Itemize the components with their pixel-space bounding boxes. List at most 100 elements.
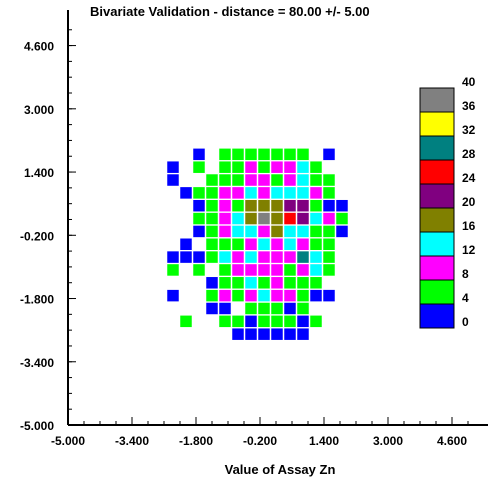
heatmap-cell (180, 315, 192, 328)
heatmap-cell (323, 238, 335, 251)
heatmap-cell (180, 238, 192, 251)
heatmap-cell (271, 199, 283, 212)
x-tick-label: 1.400 (309, 434, 339, 448)
heatmap-cell (258, 302, 270, 315)
x-axis-label: Value of Assay Zn (224, 462, 336, 477)
heatmap-cell (193, 251, 205, 263)
heatmap-cell (323, 187, 335, 199)
heatmap-cell (297, 289, 309, 302)
heatmap-cell (245, 315, 257, 328)
heatmap-cell (284, 289, 296, 302)
heatmap-cell (206, 174, 218, 186)
heatmap-cell (271, 289, 283, 302)
heatmap-cell (167, 174, 179, 186)
heatmap-cell (336, 212, 348, 225)
heatmap-cell (232, 251, 244, 263)
heatmap-cell (232, 212, 244, 225)
heatmap-cell (258, 238, 270, 251)
legend-label: 32 (462, 123, 476, 137)
heatmap-cell (219, 212, 231, 225)
heatmap-cell (258, 212, 270, 225)
x-tick-label: -1.800 (179, 434, 213, 448)
x-tick-label: 4.600 (437, 434, 467, 448)
heatmap-cell (284, 199, 296, 212)
legend-label: 8 (462, 267, 469, 281)
heatmap-cell (232, 174, 244, 186)
heatmap-cell (245, 277, 257, 289)
legend-label: 16 (462, 219, 476, 233)
heatmap-cell (310, 187, 322, 199)
heatmap-cell (206, 199, 218, 212)
heatmap-cell (245, 212, 257, 225)
heatmap-cell (206, 302, 218, 315)
heatmap-cell (310, 238, 322, 251)
heatmap-cell (297, 161, 309, 173)
legend-swatch (419, 87, 455, 113)
heatmap-cell (206, 187, 218, 199)
heatmap-cell (284, 277, 296, 289)
heatmap-cell (232, 187, 244, 199)
heatmap-cell (167, 161, 179, 173)
heatmap-cell (271, 187, 283, 199)
heatmap-cell (232, 225, 244, 238)
heatmap-cell (245, 289, 257, 302)
heatmap-cell (167, 289, 179, 302)
heatmap-cell (271, 302, 283, 315)
legend-swatch (419, 183, 455, 209)
heatmap-cell (297, 264, 309, 276)
legend-swatch (419, 135, 455, 161)
heatmap-cell (297, 199, 309, 212)
heatmap-cell (193, 264, 205, 276)
heatmap-cell (219, 148, 231, 161)
legend-swatch (419, 303, 455, 329)
y-tick-label: -5.000 (20, 419, 54, 433)
heatmap-cell (245, 225, 257, 238)
heatmap-cell (297, 277, 309, 289)
heatmap-cell (245, 302, 257, 315)
heatmap-cell (271, 148, 283, 161)
heatmap-cell (284, 238, 296, 251)
legend-label: 12 (462, 243, 476, 257)
heatmap-cell (284, 225, 296, 238)
heatmap-cell (297, 328, 309, 340)
y-tick-label: -0.200 (20, 229, 54, 243)
heatmap-cell (323, 199, 335, 212)
heatmap-cell (193, 187, 205, 199)
legend-swatch (419, 207, 455, 233)
heatmap-cell (245, 238, 257, 251)
legend-label: 28 (462, 147, 476, 161)
heatmap-cell (271, 277, 283, 289)
heatmap-cell (206, 212, 218, 225)
heatmap-cell (258, 328, 270, 340)
legend-label: 24 (462, 171, 476, 185)
heatmap-cell (297, 225, 309, 238)
heatmap-cell (232, 315, 244, 328)
heatmap-cell (297, 212, 309, 225)
heatmap-cell (258, 148, 270, 161)
heatmap-cell (219, 315, 231, 328)
heatmap-cell (193, 148, 205, 161)
heatmap-cell (232, 148, 244, 161)
heatmap-cell (336, 199, 348, 212)
heatmap-cell (180, 187, 192, 199)
heatmap-cell (206, 277, 218, 289)
heatmap-cell (284, 264, 296, 276)
heatmap-cell (258, 174, 270, 186)
heatmap-cell (284, 212, 296, 225)
heatmap-cell (232, 161, 244, 173)
heatmap-cell (310, 199, 322, 212)
heatmap-cell (245, 187, 257, 199)
heatmap-cell (232, 277, 244, 289)
heatmap-cell (219, 238, 231, 251)
heatmap-cell (245, 264, 257, 276)
heatmap-cell (297, 251, 309, 263)
heatmap-cell (245, 148, 257, 161)
heatmap-cell (206, 238, 218, 251)
heatmap-cell (310, 251, 322, 263)
legend-label: 40 (462, 75, 476, 89)
y-tick-label: -1.800 (20, 293, 54, 307)
heatmap-cell (232, 238, 244, 251)
heatmap-cell (323, 289, 335, 302)
